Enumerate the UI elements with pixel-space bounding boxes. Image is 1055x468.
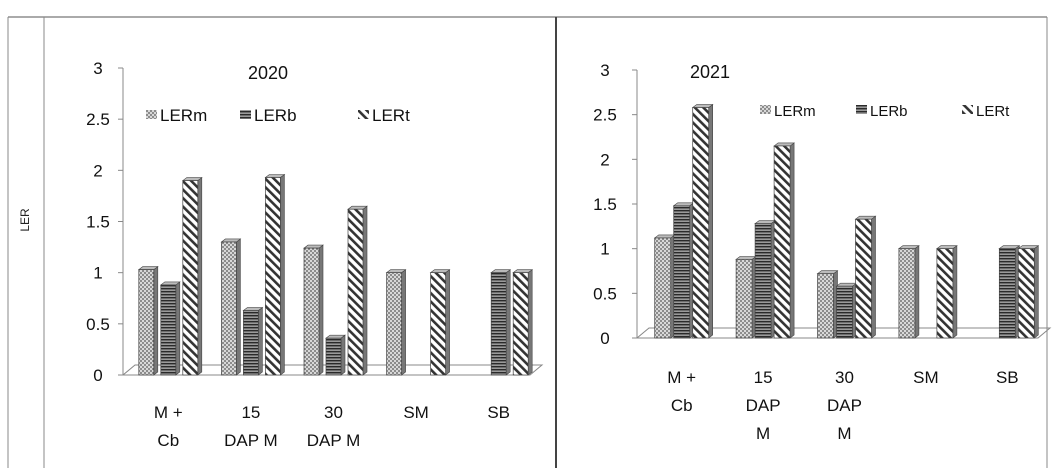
bar-lert-2021 — [854, 215, 877, 339]
bar-lert-2021 — [1017, 245, 1040, 339]
legend-swatch-lert-2020 — [358, 110, 369, 119]
bar-lerb-2021 — [835, 282, 858, 339]
bar-lerm-2021 — [816, 270, 839, 339]
chart-title-2021: 2021 — [690, 62, 730, 82]
legend-swatch-lerm-2020 — [146, 110, 157, 119]
x-tick-label-2020: 15 DAP M — [224, 403, 278, 450]
bar-lerb-2020 — [490, 269, 512, 376]
bar-lerm-2020 — [385, 269, 407, 376]
y-tick-label-2021: 0.5 — [593, 284, 617, 303]
legend-swatch-lerb-2021 — [856, 105, 867, 114]
legend-item-lerm-2021: LERm — [760, 103, 816, 120]
legend-label-lerm-2020: LERm — [160, 106, 207, 125]
bar-lerm-2020 — [303, 244, 324, 376]
bar-lert-2020 — [429, 269, 451, 376]
legend-label-lerb-2020: LERb — [254, 106, 297, 125]
bar-lerb-2021 — [998, 245, 1021, 339]
x-tick-label-2021: 15 DAP M — [746, 368, 781, 443]
bar-lerm-2021 — [735, 255, 757, 339]
y-tick-label-2021: 2.5 — [593, 106, 617, 125]
bar-lerb-2021 — [754, 220, 776, 339]
bar-lert-2020 — [264, 173, 286, 376]
bar-lerb-2020 — [325, 334, 346, 376]
legend-label-lert-2021: LERt — [976, 103, 1010, 120]
legend-item-lert-2020: LERt — [358, 106, 410, 125]
plot-area-2020: 0 0.5 1 1.5 2 2.5 3 M + Cb 15 DAP M 30 DAP M SM SB — [86, 59, 544, 450]
x-tick-label-2020: M + Cb — [154, 403, 183, 450]
y-tick-label-2021: 0 — [600, 329, 609, 348]
y-tick-label-2020: 0.5 — [86, 315, 110, 334]
x-tick-label-2021: M + Cb — [667, 368, 696, 415]
bar-lert-2021 — [691, 103, 714, 339]
bar-lert-2020 — [512, 269, 534, 376]
legend-item-lerb-2021: LERb — [856, 103, 908, 120]
y-tick-label-2021: 2 — [600, 150, 609, 169]
x-tick-label-2021: SB — [996, 368, 1019, 387]
legend-label-lerm-2021: LERm — [774, 103, 816, 120]
legend-label-lerb-2021: LERb — [870, 103, 908, 120]
legend-2020: LERm LERb LERt — [146, 106, 410, 125]
legend-swatch-lerb-2020 — [240, 110, 251, 119]
legend-item-lert-2021: LERt — [962, 103, 1010, 120]
y-tick-label-2020: 2.5 — [86, 110, 110, 129]
bar-lert-2020 — [181, 176, 203, 376]
bar-lerm-2020 — [220, 238, 242, 376]
y-tick-label-2020: 2 — [93, 161, 102, 180]
y-tick-label-2020: 3 — [93, 59, 102, 78]
y-tick-label-2020: 1 — [93, 264, 102, 283]
legend-item-lerb-2020: LERb — [240, 106, 297, 125]
bar-lert-2021 — [773, 142, 795, 339]
x-tick-label-2020: SB — [487, 403, 510, 422]
chart-title-2020: 2020 — [248, 63, 288, 83]
x-tick-label-2020: SM — [403, 403, 429, 422]
plot-area-2021: 0 0.5 1 1.5 2 2.5 3 M + Cb 15 DAP M 30 DAP M SM SB — [593, 61, 1052, 443]
bar-lerm-2021 — [653, 234, 676, 339]
bar-lert-2020 — [347, 205, 368, 376]
y-axis-title: LER — [18, 208, 32, 232]
legend-2021: LERm LERb LERt — [760, 103, 1010, 120]
y-tick-label-2020: 1.5 — [86, 213, 110, 232]
bar-lerm-2021 — [898, 245, 920, 339]
chart-2020: 2020 LERm LERb LERt 0 0.5 1 1.5 2 2.5 3 M + Cb 15… — [86, 59, 544, 450]
bar-lerb-2020 — [159, 281, 181, 376]
bar-lert-2021 — [936, 245, 958, 339]
y-tick-label-2020: 0 — [93, 366, 102, 385]
y-tick-label-2021: 1 — [600, 240, 609, 259]
legend-swatch-lerm-2021 — [760, 105, 771, 114]
y-tick-label-2021: 1.5 — [593, 195, 617, 214]
legend-item-lerm-2020: LERm — [146, 106, 207, 125]
legend-label-lert-2020: LERt — [372, 106, 410, 125]
bar-lerb-2021 — [672, 202, 695, 339]
legend-swatch-lert-2021 — [962, 105, 973, 114]
x-tick-label-2021: 30 DAP M — [827, 368, 862, 443]
chart-2021: 2021 LERm LERb LERt 0 0.5 1 1.5 2 2.5 3 M + Cb 15… — [593, 61, 1052, 443]
y-tick-label-2021: 3 — [600, 61, 609, 80]
bar-lerb-2020 — [242, 306, 264, 376]
bar-lerm-2020 — [137, 265, 159, 376]
x-tick-label-2021: SM — [913, 368, 939, 387]
x-tick-label-2020: 30 DAP M — [307, 403, 361, 450]
